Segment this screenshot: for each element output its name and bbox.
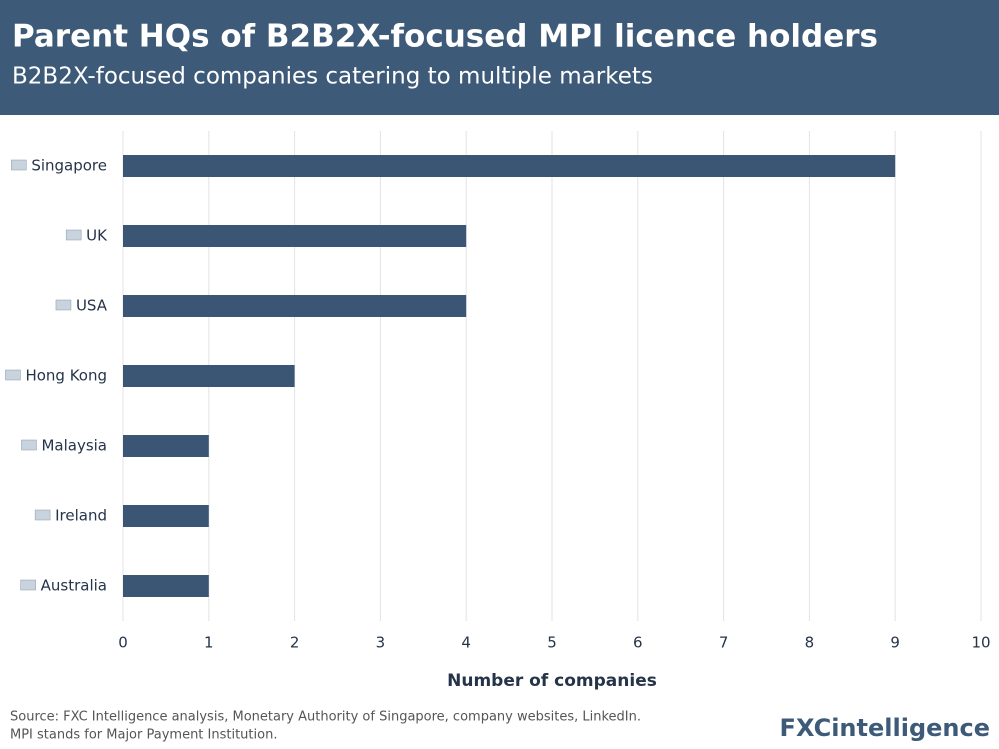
flag-icon: [21, 439, 37, 451]
x-tick-label: 8: [805, 634, 815, 652]
x-tick-label: 4: [461, 634, 471, 652]
bar: [123, 365, 295, 387]
bar: [123, 435, 209, 457]
flag-icon: [20, 579, 36, 591]
x-tick-label: 3: [376, 634, 386, 652]
y-tick-label: Australia: [41, 577, 107, 595]
x-tick-label: 9: [890, 634, 900, 652]
x-tick-label: 5: [547, 634, 557, 652]
bar: [123, 155, 896, 177]
y-tick-label: Singapore: [31, 157, 107, 175]
bar: [123, 225, 467, 247]
flag-icon: [11, 159, 27, 171]
note: MPI stands for Major Payment Institution…: [10, 728, 277, 743]
bar: [123, 295, 467, 317]
source: Source: FXC Intelligence analysis, Monet…: [10, 710, 641, 725]
y-tick-label: Malaysia: [41, 437, 107, 455]
x-tick-label: 6: [633, 634, 643, 652]
flag-icon: [55, 299, 72, 311]
bar: [123, 575, 209, 597]
x-tick-label: 7: [719, 634, 729, 652]
y-tick-label: USA: [76, 297, 108, 315]
bar: [123, 505, 209, 527]
x-tick-label: 1: [204, 634, 214, 652]
x-tick-label: 10: [971, 634, 990, 652]
header-band: [0, 0, 999, 115]
flag-icon: [65, 229, 82, 241]
chart-subtitle: B2B2X-focused companies catering to mult…: [12, 64, 653, 90]
flag-icon: [34, 509, 51, 521]
y-tick-label: Ireland: [55, 507, 107, 525]
y-tick-label: UK: [86, 227, 108, 245]
x-tick-label: 2: [290, 634, 300, 652]
logo: FXCintelligence: [780, 714, 990, 742]
flag-icon: [5, 369, 21, 381]
y-tick-label: Hong Kong: [25, 367, 107, 385]
x-axis-label: Number of companies: [447, 671, 657, 691]
chart-title: Parent HQs of B2B2X-focused MPI licence …: [12, 19, 878, 55]
x-tick-label: 0: [118, 634, 128, 652]
